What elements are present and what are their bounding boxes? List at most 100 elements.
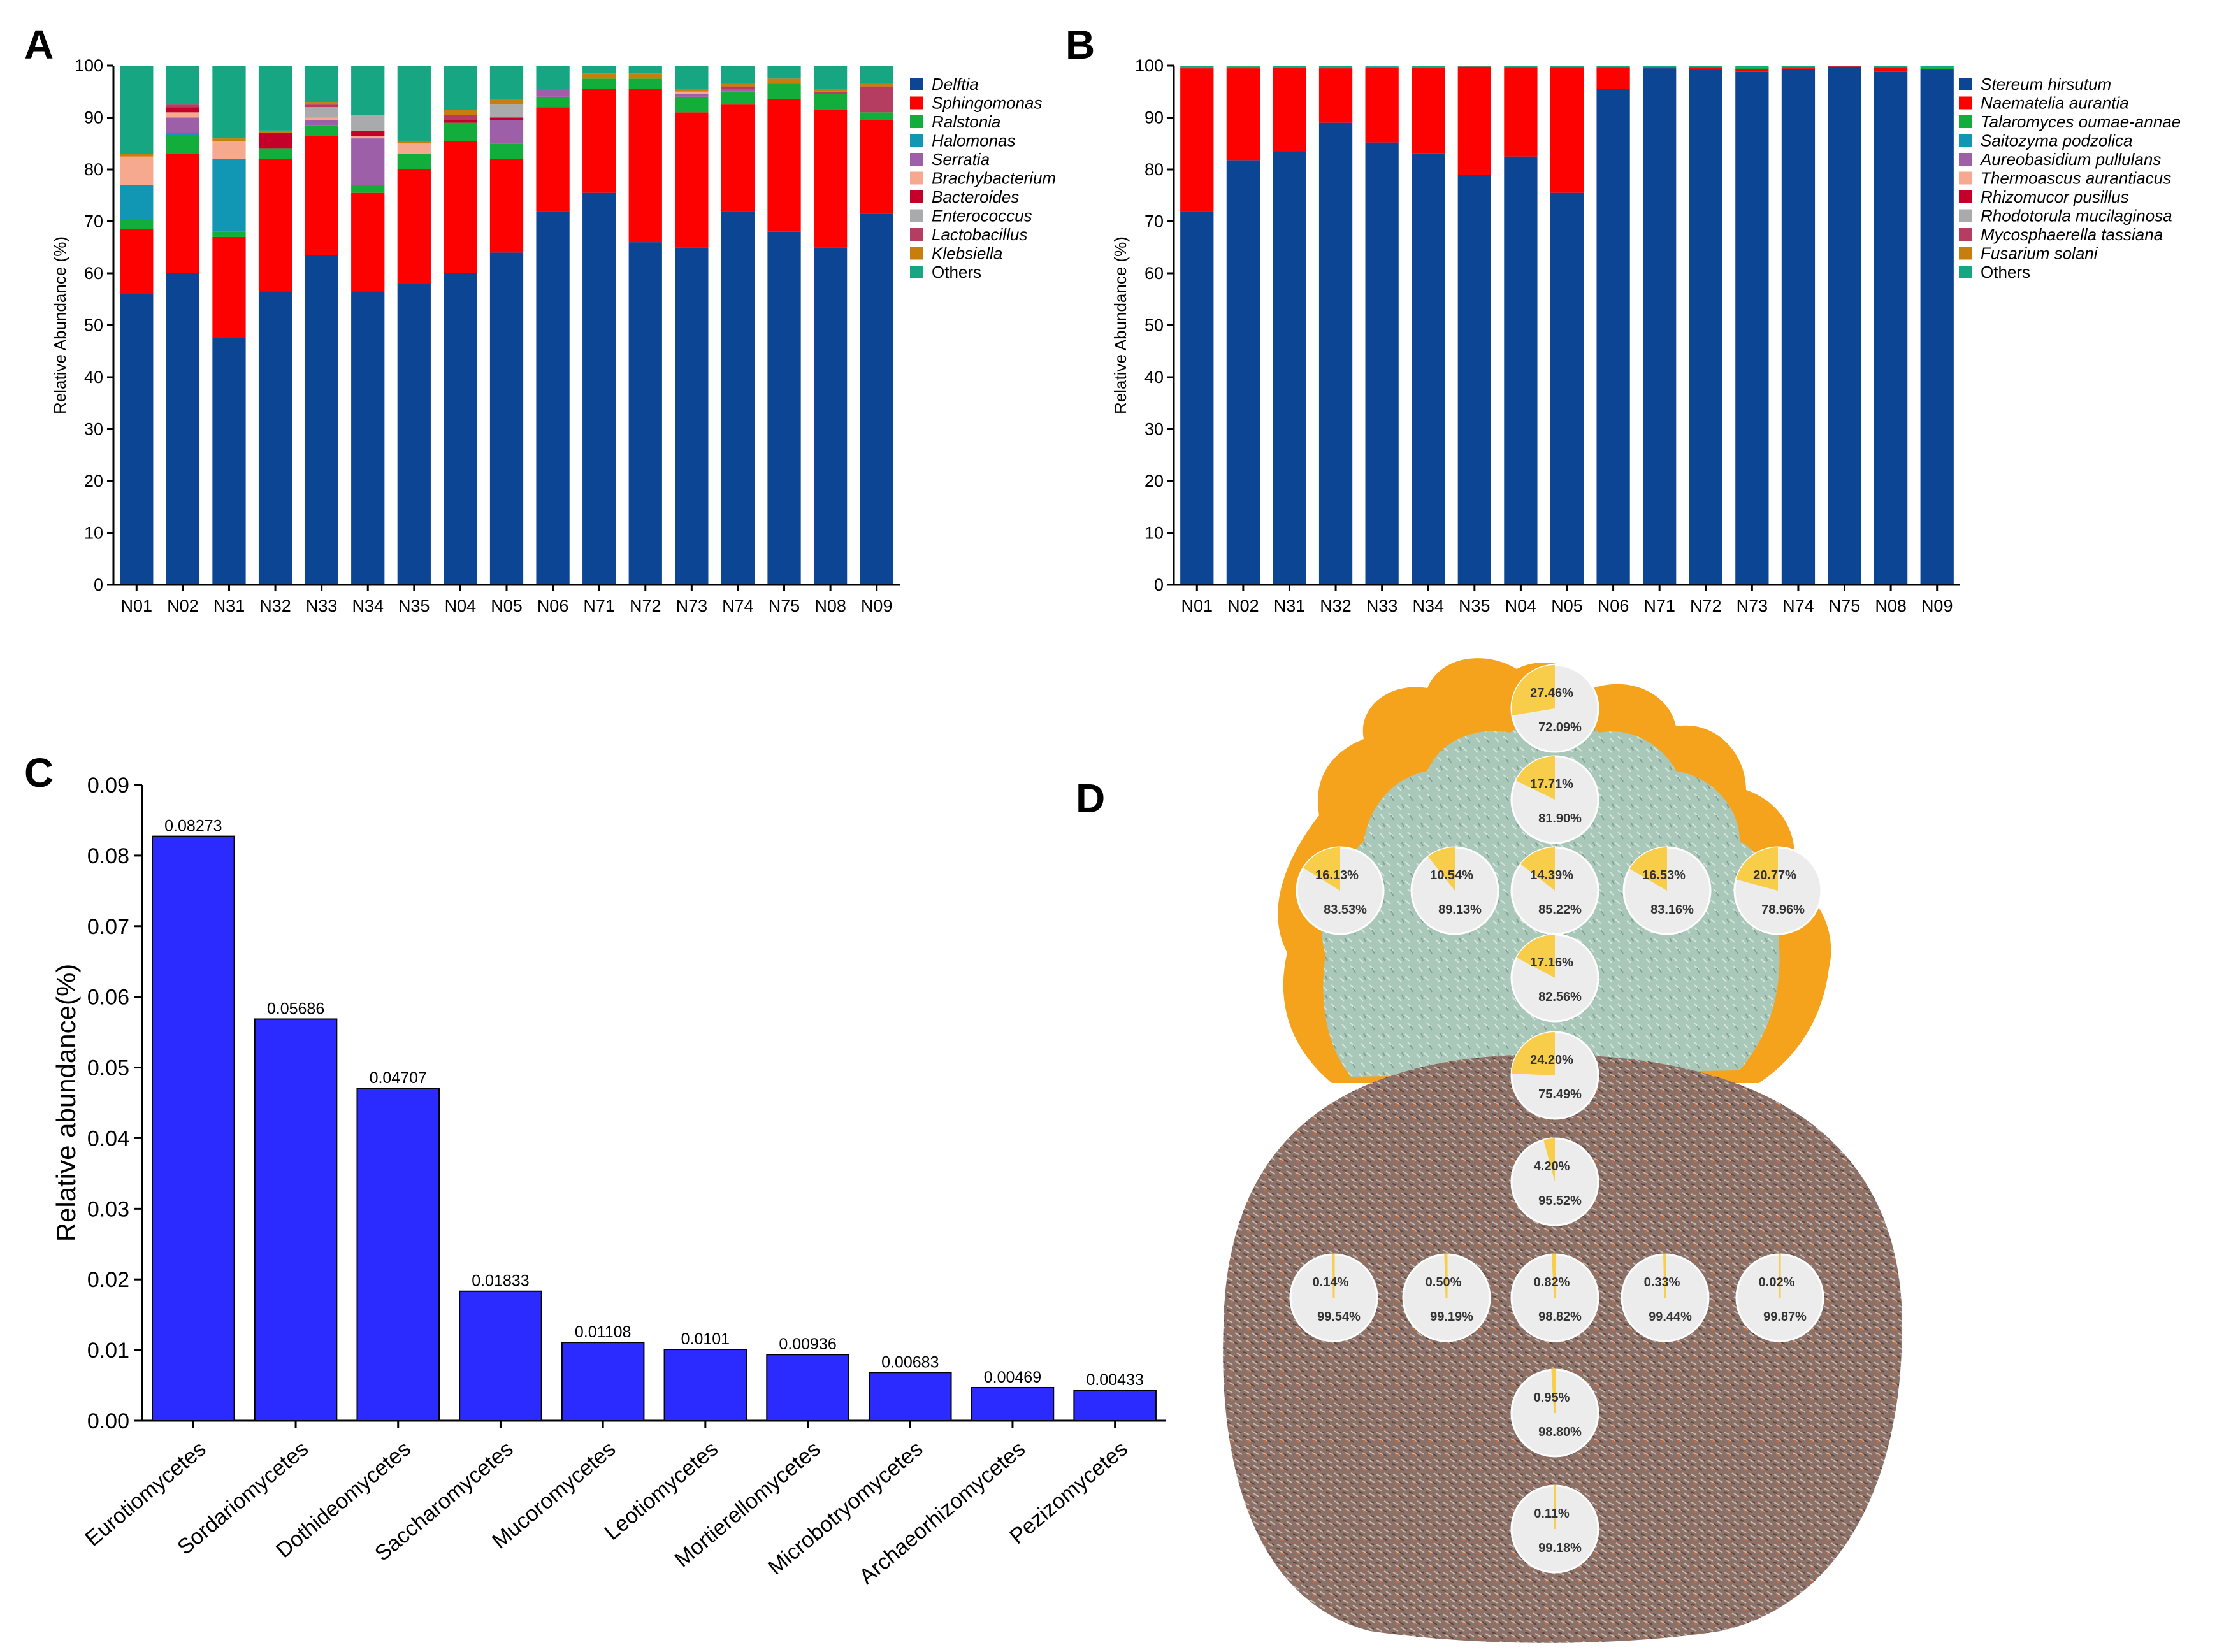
bar-segment-N31-brachybacterium [212, 141, 246, 159]
x-tick-label: N04 [445, 596, 477, 615]
bar-segment-N01-stereum-hirsutum [1180, 211, 1214, 585]
pie-slice-yellow [1543, 1138, 1555, 1182]
pie-slice-yellow [1428, 847, 1455, 891]
bar-segment-N73-talaromyces-oumae-annae [1735, 67, 1769, 69]
pie-slice-yellow [1629, 847, 1667, 891]
bar-segment-N35-others [397, 66, 431, 141]
bar-segment-N08-klebsiella [813, 89, 848, 92]
bar-value-label: 0.01833 [472, 1272, 529, 1290]
bar-segment-N35-others [1457, 66, 1491, 67]
x-tick-label: N72 [1690, 596, 1722, 615]
pie-slice-yellow [1444, 1253, 1448, 1298]
bar-leotiomycetes [663, 1349, 747, 1421]
y-tick-label: 40 [1144, 368, 1164, 387]
bar-segment-N05-serratia [489, 120, 524, 144]
bar-segment-N31-delftia [212, 338, 246, 585]
bar-segment-N35-sphingomonas [397, 169, 431, 284]
bar-segment-N75-sphingomonas [767, 99, 801, 232]
legend-label: Others [1981, 262, 2030, 282]
x-tick-label: N01 [121, 596, 153, 615]
y-axis-title: Relative Abundance (%) [1111, 236, 1130, 414]
bar-segment-N72-klebsiella [628, 73, 662, 79]
x-tick-label: N01 [1181, 596, 1213, 615]
bar-segment-N72-delftia [628, 242, 662, 585]
legend-label: Rhizomucor pusillus [1981, 187, 2129, 206]
bar-mortierellomycetes [766, 1354, 849, 1422]
pie-label-yellow: 0.02% [1759, 1275, 1795, 1289]
bar-segment-N33-lactobacillus [305, 104, 338, 108]
pie-chart: 16.13% 83.53% [1296, 846, 1385, 935]
pie-label-gray: 83.16% [1650, 903, 1694, 917]
bar-segment-N04-delftia [444, 273, 477, 585]
bar-segment-N01-talaromyces-oumae-annae [1180, 67, 1214, 69]
pie-slice-yellow [1511, 665, 1555, 715]
bar-segment-N02-naematelia-aurantia [1226, 68, 1260, 161]
bar-segment-N32-delftia [258, 291, 292, 585]
legend-label: Saitozyma podzolica [1981, 131, 2132, 150]
bar-segment-N06-sphingomonas [536, 107, 570, 212]
bar-segment-N35-delftia [397, 284, 431, 585]
pie-label-gray: 78.96% [1761, 903, 1805, 917]
bar-segment-N72-others [628, 66, 662, 74]
pie-chart: 27.46% 72.09% [1510, 664, 1599, 753]
pie-label-yellow: 17.16% [1530, 956, 1573, 970]
panel-d-pie-charts: 27.46% 72.09% 17.71% 81.90% 16.13% 83.53% 10.5… [1289, 664, 1824, 1574]
bar-segment-N73-brachybacterium [675, 91, 709, 94]
bar-segment-N72-naematelia-aurantia [1689, 67, 1722, 70]
x-tick-label: N06 [537, 596, 569, 615]
x-tick-label: N71 [1643, 596, 1675, 615]
pie-chart: 0.02% 99.87% [1735, 1253, 1824, 1342]
y-tick-label: 80 [1144, 160, 1164, 179]
bar-segment-N08-sphingomonas [813, 110, 848, 248]
bar-segment-N71-delftia [582, 192, 616, 585]
y-tick-label: 70 [84, 212, 103, 231]
bar-segment-N01-others [1180, 66, 1214, 68]
y-tick-label: 0.04 [87, 1126, 129, 1151]
bar-segment-N73-others [1735, 66, 1769, 68]
y-tick-label: 0.02 [87, 1268, 129, 1292]
y-tick-label: 30 [1144, 420, 1164, 439]
pie-label-gray: 83.53% [1324, 903, 1367, 917]
legend-swatch [1959, 78, 1972, 90]
pie-label-gray: 99.54% [1317, 1310, 1361, 1324]
legend-label: Others [932, 262, 981, 282]
bar-segment-N04-lactobacillus [444, 115, 477, 120]
bar-segment-N34-naematelia-aurantia [1412, 68, 1445, 154]
bar-segment-N32-bacteroides [258, 133, 292, 149]
bar-segment-N09-naematelia-aurantia [1920, 69, 1954, 70]
pie-chart: 0.11% 99.18% [1510, 1484, 1599, 1574]
bar-microbotryomycetes [868, 1372, 952, 1422]
pie-label-yellow: 0.33% [1644, 1275, 1680, 1289]
bar-segment-N04-stereum-hirsutum [1504, 156, 1538, 585]
bar-segment-N08-naematelia-aurantia [1874, 67, 1908, 72]
bar-segment-N35-klebsiella [397, 141, 431, 144]
x-tick-label: N31 [213, 596, 245, 615]
pie-chart: 17.16% 82.56% [1510, 933, 1599, 1023]
pie-slice-yellow [1551, 1253, 1556, 1298]
panel-a-stacked-bar-chart: N01 N02 N31 N32 N33 N34 N35 N04 N05 N06 N71 N72 N73 N… [50, 56, 1056, 615]
bar-segment-N73-others [675, 66, 709, 89]
bar-segment-N04-bacteroides [444, 120, 477, 123]
pie-chart: 24.20% 75.49% [1510, 1031, 1599, 1120]
legend-swatch [1959, 171, 1972, 185]
legend-label: Rhodotorula mucilaginosa [1981, 206, 2172, 226]
bar-segment-N06-stereum-hirsutum [1596, 89, 1630, 585]
bar-segment-N34-sphingomonas [351, 192, 385, 292]
bar-saccharomycetes [459, 1290, 542, 1422]
bar-segment-N32-ralstonia [258, 148, 292, 159]
y-axis-title: Relative Abundance (%) [50, 236, 69, 414]
legend-swatch [910, 171, 923, 185]
pie-label-gray: 98.82% [1538, 1310, 1582, 1324]
y-tick-label: 20 [1144, 471, 1164, 491]
bar-segment-N35-brachybacterium [397, 143, 431, 154]
bar-segment-N34-others [351, 66, 385, 115]
legend-label: Enterococcus [932, 206, 1032, 226]
bar-segment-N34-serratia [351, 138, 385, 185]
bar-segment-N01-delftia [120, 294, 154, 585]
bar-segment-N35-naematelia-aurantia [1457, 66, 1491, 175]
legend-swatch [910, 190, 923, 203]
pie-chart: 17.71% 81.90% [1510, 755, 1599, 844]
legend-swatch [910, 228, 923, 241]
y-tick-label: 20 [84, 471, 103, 491]
bar-segment-N75-naematelia-aurantia [1828, 66, 1861, 67]
